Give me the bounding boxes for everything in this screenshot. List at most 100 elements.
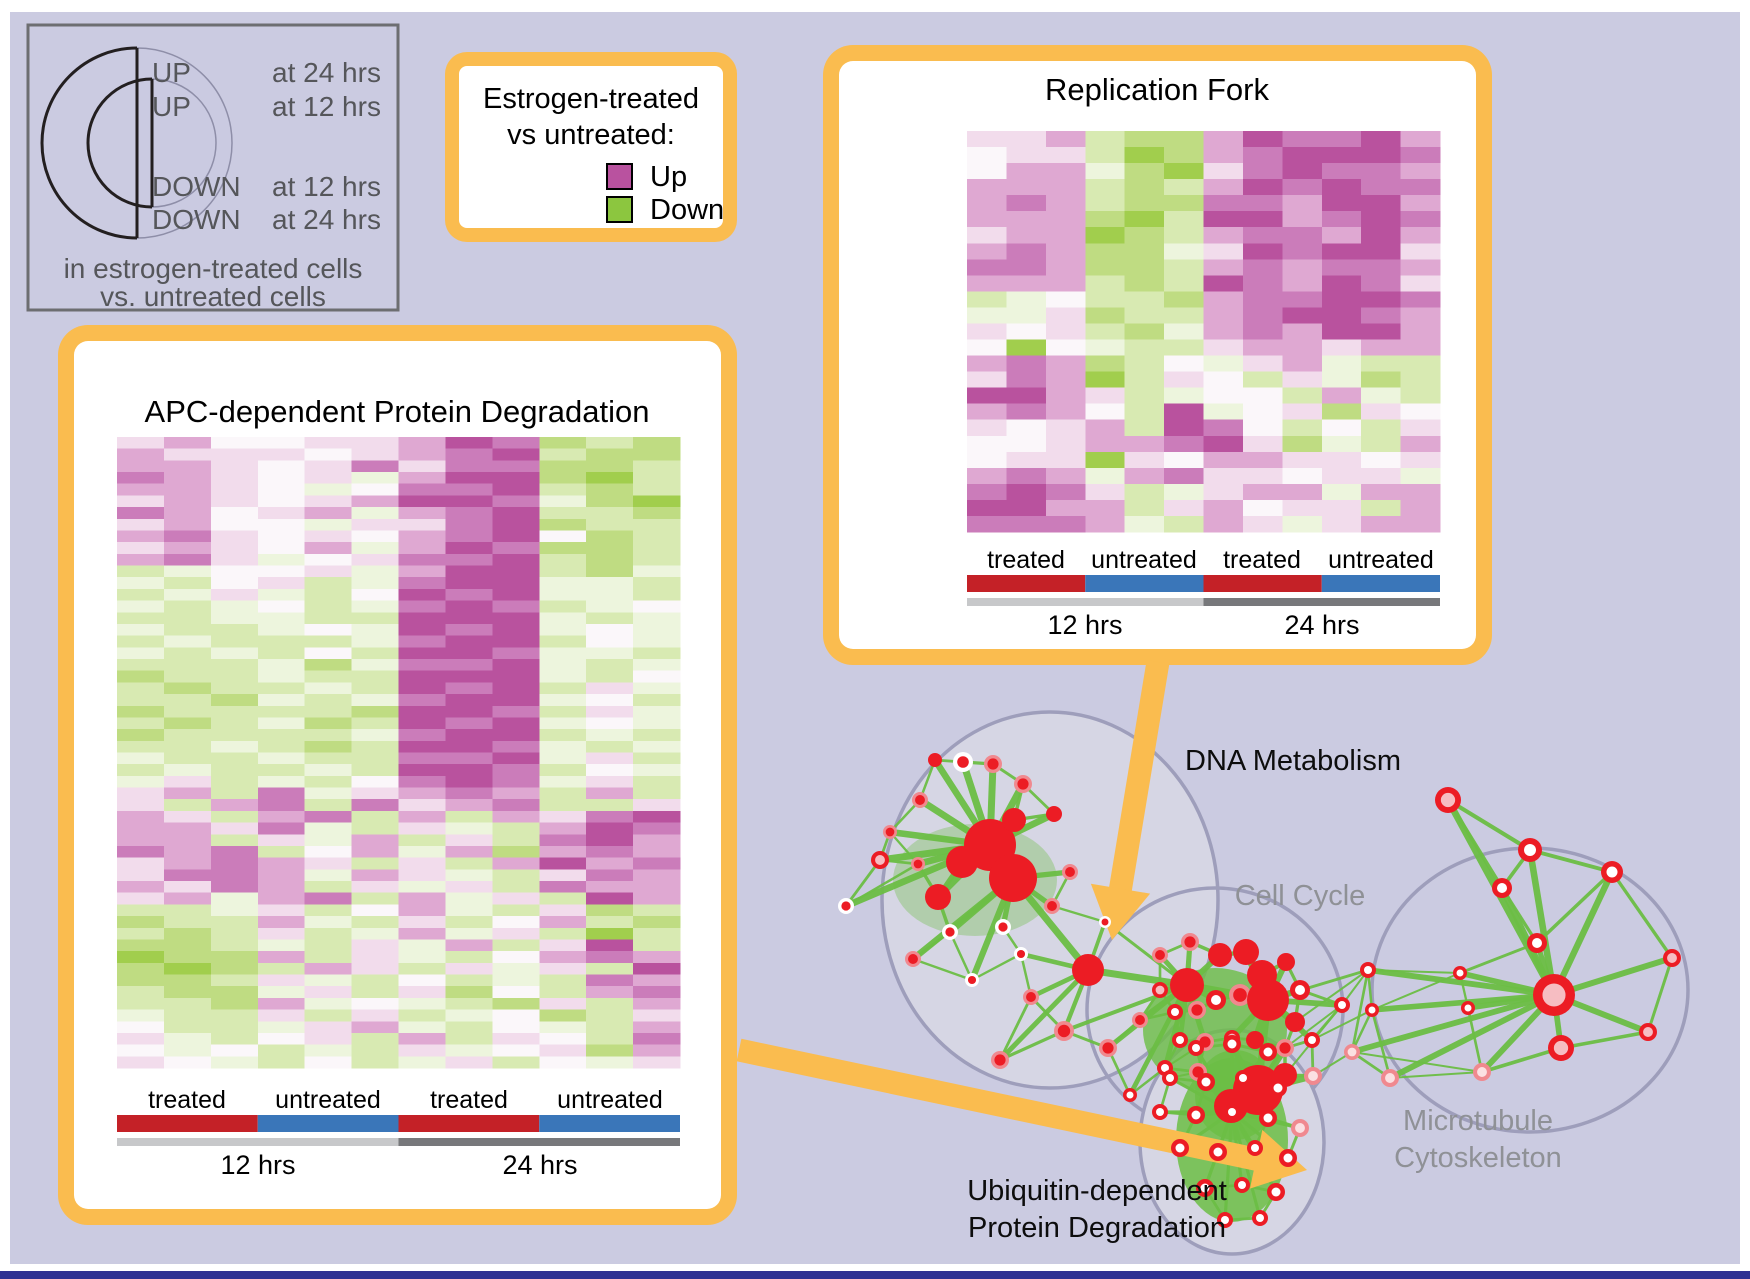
- heatmap-cell: [1321, 451, 1362, 469]
- heatmap-cell: [1124, 403, 1165, 421]
- network-node: [1054, 1021, 1074, 1041]
- heatmap-cell: [351, 588, 399, 602]
- heatmap-cell: [1164, 195, 1204, 212]
- heatmap-cell: [257, 460, 306, 473]
- heatmap-cell: [210, 659, 259, 672]
- heatmap-cell: [967, 419, 1007, 437]
- network-edge: [1371, 972, 1461, 1011]
- key-legend: UP at 24 hrs UP at 12 hrs DOWN at 12 hrs…: [26, 23, 400, 312]
- heatmap-cell: [1085, 403, 1126, 421]
- heatmap-cell: [117, 623, 165, 637]
- heatmap-cell: [492, 810, 540, 824]
- heatmap-cell: [304, 518, 353, 531]
- network-edge: [1127, 983, 1190, 1097]
- heatmap-cell: [445, 892, 493, 905]
- heatmap-cell: [117, 437, 165, 450]
- heatmap-cell: [117, 1044, 165, 1057]
- heatmap-cell: [492, 518, 540, 531]
- heatmap-cell: [1282, 147, 1323, 164]
- heatmap-cell: [539, 647, 587, 660]
- heatmap-cell: [210, 565, 259, 578]
- heatmap-cell: [304, 694, 353, 707]
- heatmap-cell: [351, 857, 399, 870]
- heatmap-cell: [633, 577, 681, 590]
- heatmap-cell: [1006, 403, 1047, 421]
- inner-faded-half: [152, 79, 216, 207]
- heatmap-cell: [633, 810, 681, 824]
- heatmap-cell: [1203, 467, 1244, 485]
- network-node-circle: [989, 854, 1037, 902]
- network-node-circle: [1279, 1042, 1291, 1054]
- heatmap-cell: [117, 1021, 165, 1034]
- heatmap-cell: [492, 1009, 540, 1022]
- heatmap-cell: [210, 635, 259, 648]
- heatmap-cell: [633, 845, 681, 859]
- heatmap-cell: [351, 694, 399, 707]
- heatmap-cell: [210, 437, 259, 450]
- network-node: [1548, 1035, 1574, 1061]
- heatmap-cell: [117, 974, 165, 987]
- heatmap-cell: [967, 371, 1007, 389]
- heatmap-cell: [163, 986, 212, 999]
- heatmap-cell: [117, 740, 165, 753]
- heatmap-cell: [257, 857, 306, 870]
- heatmap-cell: [210, 740, 259, 753]
- heatmap-cell: [351, 682, 399, 695]
- heatmap-cell: [304, 927, 353, 940]
- heatmap-cell: [210, 518, 259, 531]
- heatmap-cell: [445, 822, 493, 835]
- heatmap-cell: [117, 670, 165, 683]
- heatmap-cell: [1045, 211, 1086, 228]
- heatmap-cell: [351, 659, 399, 672]
- heatmap-cell: [398, 822, 446, 835]
- heatmap-cell: [257, 997, 306, 1011]
- heatmap-cell: [492, 612, 540, 625]
- heatmap-cell: [257, 623, 306, 637]
- heatmap-cell: [1085, 259, 1126, 276]
- heatmap-cell: [304, 659, 353, 672]
- heatmap-cell: [163, 518, 212, 531]
- estrogen-legend-title-line2: vs untreated:: [507, 119, 675, 151]
- heatmap-cell: [1203, 339, 1244, 357]
- heatmap-cell: [1242, 291, 1283, 308]
- heatmap-cell: [117, 694, 165, 707]
- heatmap-cell: [398, 810, 446, 824]
- network-node: [925, 884, 951, 910]
- network-edge: [1646, 957, 1674, 1033]
- heatmap-cell: [351, 1009, 399, 1022]
- network-node: [1291, 1119, 1309, 1137]
- heatmap-cell: [492, 588, 540, 602]
- heatmap-cell: [210, 729, 259, 742]
- heatmap-cell: [351, 787, 399, 800]
- cluster-label-dna-metabolism: DNA Metabolism: [1185, 745, 1401, 777]
- heatmap-cell: [445, 962, 493, 976]
- network-node: [883, 825, 897, 839]
- heatmap-cell: [257, 1032, 306, 1046]
- heatmap-cell: [1203, 163, 1244, 180]
- key-down-24-direction: DOWN: [152, 204, 241, 235]
- heatmap-cell: [398, 986, 446, 999]
- heatmap-cell: [539, 752, 587, 765]
- heatmap-cell: [1242, 451, 1283, 469]
- heatmap-cell: [1164, 179, 1204, 196]
- heatmap-cell: [117, 542, 165, 555]
- heatmap-cell: [633, 495, 681, 508]
- repfork-group-untreated-24: untreated: [1328, 546, 1434, 574]
- heatmap-cell: [586, 623, 634, 637]
- heatmap-cell: [1282, 227, 1323, 244]
- network-node-circle: [1553, 1040, 1569, 1056]
- heatmap-cell: [117, 612, 165, 625]
- heatmap-cell: [351, 483, 399, 496]
- heatmap-cell: [398, 916, 446, 929]
- inner-left-outline: [86, 77, 153, 209]
- heatmap-cell: [163, 962, 212, 976]
- heatmap-cell: [1242, 307, 1283, 324]
- heatmap-cell: [163, 881, 212, 894]
- heatmap-cell: [967, 435, 1007, 453]
- network-node-circle: [915, 795, 925, 805]
- heatmap-cell: [492, 670, 540, 683]
- heatmap-cell: [586, 600, 634, 613]
- heatmap-cell: [351, 869, 399, 882]
- heatmap-cell: [1006, 243, 1047, 260]
- heatmap-cell: [257, 962, 306, 976]
